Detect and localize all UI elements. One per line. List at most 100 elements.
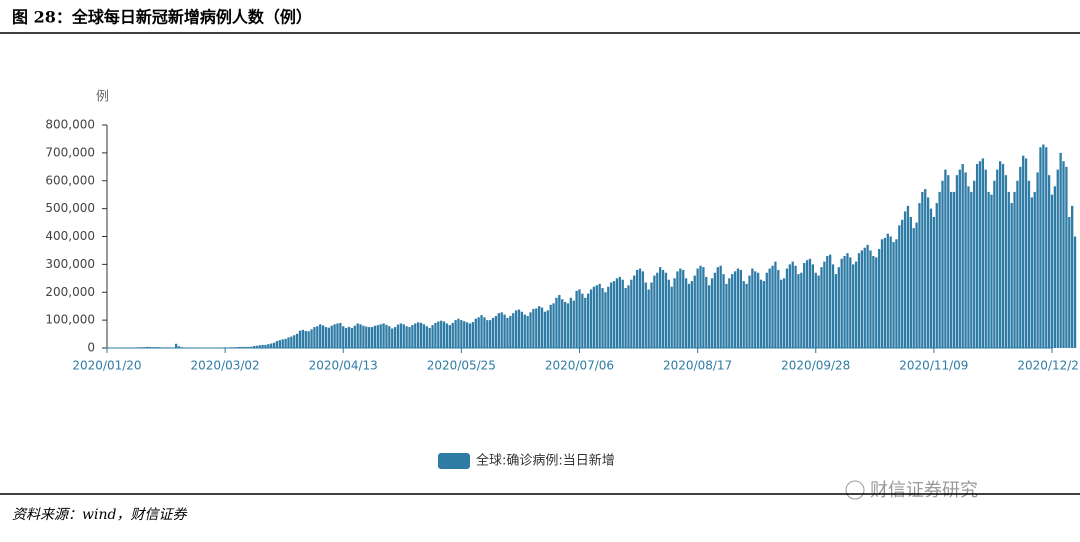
bar bbox=[377, 325, 379, 348]
y-tick-label: 100,000 bbox=[45, 313, 95, 327]
bar bbox=[941, 181, 943, 348]
bar bbox=[1057, 170, 1059, 348]
bar bbox=[699, 266, 701, 348]
bar bbox=[993, 181, 995, 348]
bar bbox=[717, 267, 719, 348]
bar bbox=[622, 280, 624, 348]
x-tick-label: 2020/07/06 bbox=[545, 359, 614, 373]
bar bbox=[682, 270, 684, 348]
bar bbox=[924, 189, 926, 348]
bar bbox=[129, 347, 131, 348]
bar bbox=[509, 316, 511, 348]
bar bbox=[642, 271, 644, 348]
bar bbox=[475, 319, 477, 348]
bar bbox=[668, 280, 670, 348]
bar bbox=[486, 320, 488, 348]
bar bbox=[944, 170, 946, 348]
bar bbox=[573, 301, 575, 348]
bar bbox=[310, 329, 312, 348]
bar bbox=[890, 237, 892, 349]
bar bbox=[901, 220, 903, 348]
bar bbox=[431, 325, 433, 348]
bar bbox=[221, 347, 223, 348]
bar bbox=[970, 192, 972, 348]
bar bbox=[149, 347, 151, 348]
bar bbox=[503, 315, 505, 348]
bar bbox=[394, 327, 396, 348]
bar bbox=[302, 330, 304, 348]
legend-swatch bbox=[438, 453, 470, 469]
bar bbox=[647, 289, 649, 348]
bar bbox=[656, 273, 658, 348]
bar bbox=[267, 344, 269, 348]
bar bbox=[737, 269, 739, 348]
bar bbox=[1034, 192, 1036, 348]
bar bbox=[578, 289, 580, 348]
bar bbox=[189, 347, 191, 348]
bar bbox=[964, 172, 966, 348]
bar bbox=[1048, 175, 1050, 348]
bar bbox=[921, 192, 923, 348]
bar bbox=[910, 217, 912, 348]
bar bbox=[754, 271, 756, 348]
bar bbox=[264, 345, 266, 348]
bar bbox=[653, 276, 655, 348]
bar bbox=[743, 281, 745, 348]
bar bbox=[720, 266, 722, 348]
bar bbox=[555, 298, 557, 348]
bar bbox=[498, 313, 500, 348]
bar bbox=[766, 273, 768, 348]
y-unit: 例 bbox=[96, 90, 109, 105]
bar bbox=[362, 326, 364, 348]
bar bbox=[506, 318, 508, 348]
bar bbox=[1071, 206, 1073, 348]
bar bbox=[895, 239, 897, 348]
bar bbox=[403, 324, 405, 348]
bar bbox=[774, 262, 776, 348]
bar bbox=[803, 263, 805, 348]
bar bbox=[273, 343, 275, 348]
bar bbox=[175, 344, 177, 348]
bar bbox=[342, 326, 344, 348]
bar bbox=[472, 322, 474, 348]
bar bbox=[224, 347, 226, 348]
bar bbox=[760, 280, 762, 348]
bar bbox=[146, 347, 148, 348]
bar bbox=[535, 308, 537, 348]
bar bbox=[708, 285, 710, 348]
bar bbox=[1019, 167, 1021, 348]
bar bbox=[829, 255, 831, 348]
y-tick-label: 400,000 bbox=[45, 229, 95, 243]
bar bbox=[996, 170, 998, 348]
bar bbox=[564, 302, 566, 348]
bar bbox=[547, 310, 549, 348]
bar bbox=[532, 309, 534, 348]
bar bbox=[319, 324, 321, 348]
x-tick-label: 2020/03/02 bbox=[191, 359, 260, 373]
bar bbox=[633, 276, 635, 348]
bar bbox=[287, 337, 289, 348]
bar bbox=[250, 347, 252, 348]
bar bbox=[907, 206, 909, 348]
bar bbox=[1011, 203, 1013, 348]
bar bbox=[1025, 158, 1027, 348]
bar bbox=[184, 347, 186, 348]
bar bbox=[616, 278, 618, 348]
bar bbox=[339, 323, 341, 348]
bar bbox=[1028, 181, 1030, 348]
bar bbox=[869, 250, 871, 348]
bar bbox=[930, 209, 932, 348]
bar bbox=[864, 248, 866, 348]
bar bbox=[1042, 145, 1044, 348]
legend-label: 全球:确诊病例:当日新增 bbox=[476, 453, 615, 469]
bar bbox=[135, 347, 137, 348]
bar bbox=[913, 228, 915, 348]
x-tick-label: 2020/05/25 bbox=[427, 359, 496, 373]
bar bbox=[434, 323, 436, 348]
bar bbox=[192, 347, 194, 348]
bar bbox=[1051, 195, 1053, 348]
x-tick-label: 2020/11/09 bbox=[899, 359, 968, 373]
watermark-icon bbox=[846, 481, 864, 499]
bar bbox=[521, 312, 523, 348]
bar bbox=[852, 264, 854, 348]
